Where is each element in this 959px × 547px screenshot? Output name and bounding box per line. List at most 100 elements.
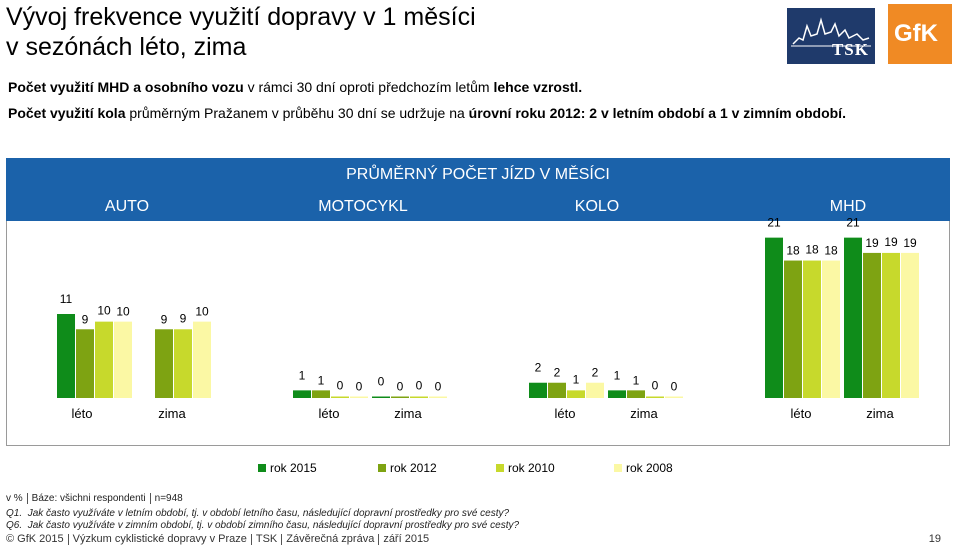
q6-id: Q6. — [6, 520, 23, 531]
data-label: 21 — [767, 216, 781, 230]
bar-kolo-leto-rok-2008 — [586, 382, 604, 398]
intro-line-2-bold-a: Počet využití kola — [8, 105, 126, 121]
bar-auto-zima-rok-2012 — [155, 329, 173, 398]
bar-auto-leto-rok-2012 — [76, 329, 94, 398]
data-label: 0 — [416, 379, 423, 393]
tsk-logo-text: TSK — [831, 40, 869, 59]
season-label: léto — [555, 406, 576, 421]
legend-swatch — [378, 464, 386, 472]
legend-label: rok 2015 — [270, 461, 317, 475]
category-label-motocykl: MOTOCYKL — [318, 198, 408, 215]
bar-kolo-zima-rok-2010 — [646, 396, 664, 398]
base-label: Báze: všichni respondenti — [31, 493, 146, 505]
bar-motocykl-leto-rok-2010 — [331, 396, 349, 398]
gfk-logo-text: GfK — [894, 20, 938, 47]
season-label: léto — [791, 406, 812, 421]
bar-auto-zima-rok-2008 — [193, 321, 211, 398]
footer-copyright: © GfK 2015 — [6, 533, 64, 545]
bar-kolo-leto-rok-2015 — [529, 382, 547, 398]
data-label: 0 — [671, 380, 678, 394]
footer-text: © GfK 2015 Výzkum cyklistické dopravy v P… — [6, 533, 429, 545]
category-label-mhd: MHD — [829, 198, 867, 215]
data-label: 11 — [60, 292, 73, 306]
bar-kolo-zima-rok-2015 — [608, 390, 626, 398]
data-label: 10 — [195, 305, 209, 319]
legend-label: rok 2010 — [508, 461, 555, 475]
bar-mhd-leto-rok-2010 — [803, 260, 821, 398]
footer-study: Výzkum cyklistické dopravy v Praze — [72, 533, 247, 545]
bar-motocykl-zima-rok-2015 — [372, 396, 390, 398]
bar-motocykl-zima-rok-2012 — [391, 396, 409, 398]
data-label: 0 — [337, 379, 344, 393]
bar-mhd-zima-rok-2015 — [844, 237, 862, 398]
data-label: 9 — [180, 311, 187, 325]
data-label: 9 — [161, 312, 168, 326]
footer-report: Závěrečná zpráva — [286, 533, 375, 545]
title-line-2: v sezónách léto, zima — [6, 33, 247, 61]
data-label: 0 — [652, 379, 659, 393]
base-note: v % Báze: všichni respondenti n=948 — [6, 493, 183, 504]
bar-motocykl-zima-rok-2008 — [429, 396, 447, 398]
chart-frame — [6, 221, 950, 446]
season-label: zima — [630, 406, 658, 421]
data-label: 9 — [82, 312, 89, 326]
legend-label: rok 2012 — [390, 461, 437, 475]
intro-line-1-bold-b: lehce vzrostl. — [493, 79, 583, 95]
tsk-logo: TSK — [787, 8, 875, 64]
data-label: 19 — [865, 236, 879, 250]
chart-legend: rok 2015 rok 2012 rok 2010 rok 2008 — [0, 461, 959, 479]
bar-kolo-leto-rok-2012 — [548, 382, 566, 398]
data-label: 18 — [786, 244, 800, 258]
legend-label: rok 2008 — [626, 461, 673, 475]
data-label: 19 — [903, 236, 917, 250]
legend-swatch — [614, 464, 622, 472]
title-line-1: Vývoj frekvence využití dopravy v 1 měsí… — [6, 3, 476, 31]
bar-motocykl-leto-rok-2015 — [293, 390, 311, 398]
bar-motocykl-leto-rok-2008 — [350, 396, 368, 398]
bar-auto-leto-rok-2010 — [95, 321, 113, 398]
page-number: 19 — [928, 533, 941, 545]
bar-auto-leto-rok-2008 — [114, 321, 132, 398]
bar-mhd-zima-rok-2010 — [882, 252, 900, 398]
data-label: 10 — [97, 304, 111, 318]
data-label: 1 — [299, 368, 306, 382]
intro-line-2-bold-b: úrovní roku 2012: 2 v letním období a 1 … — [468, 105, 846, 121]
question-note-q6: Q6. Jak často využíváte v zimním období,… — [6, 520, 519, 531]
bar-mhd-leto-rok-2012 — [784, 260, 802, 398]
legend-item-2008: rok 2008 — [614, 461, 673, 475]
skyline-icon — [791, 17, 871, 47]
intro-line-1-text: v rámci 30 dní oproti předchozím letům — [243, 79, 494, 95]
legend-item-2012: rok 2012 — [378, 461, 437, 475]
category-label-auto: AUTO — [104, 198, 150, 215]
legend-item-2015: rok 2015 — [258, 461, 317, 475]
bar-kolo-zima-rok-2012 — [627, 390, 645, 398]
data-label: 2 — [592, 366, 599, 380]
q1-text: Jak často využíváte v letním období, tj.… — [27, 508, 510, 519]
season-label: léto — [72, 406, 93, 421]
legend-swatch — [496, 464, 504, 472]
bar-mhd-zima-rok-2012 — [863, 252, 881, 398]
data-label: 10 — [116, 305, 130, 319]
data-label: 21 — [846, 216, 860, 230]
q6-text: Jak často využíváte v zimním období, tj.… — [27, 520, 520, 531]
data-label: 19 — [884, 235, 898, 249]
base-unit: v % — [6, 493, 23, 505]
page-title: Vývoj frekvence využití dopravy v 1 měsí… — [6, 2, 476, 62]
bar-auto-leto-rok-2015 — [57, 314, 75, 398]
data-label: 1 — [614, 368, 621, 382]
season-label: léto — [319, 406, 340, 421]
data-label: 0 — [356, 380, 363, 394]
bar-auto-zima-rok-2010 — [174, 329, 192, 398]
bar-kolo-leto-rok-2010 — [567, 390, 585, 398]
bar-mhd-zima-rok-2008 — [901, 252, 919, 398]
data-label: 0 — [397, 380, 404, 394]
intro-line-1: Počet využití MHD a osobního vozu v rámc… — [8, 78, 582, 96]
question-note-q1: Q1. Jak často využíváte v letním období,… — [6, 508, 509, 519]
base-n: n=948 — [154, 493, 183, 505]
legend-item-2010: rok 2010 — [496, 461, 555, 475]
chart-header: PRŮMĚRNÝ POČET JÍZD V MĚSÍCI AUTO MOTOCY… — [6, 158, 950, 221]
data-label: 2 — [554, 366, 561, 380]
bar-mhd-leto-rok-2015 — [765, 237, 783, 398]
bar-kolo-zima-rok-2008 — [665, 396, 683, 398]
data-label: 0 — [435, 380, 442, 394]
